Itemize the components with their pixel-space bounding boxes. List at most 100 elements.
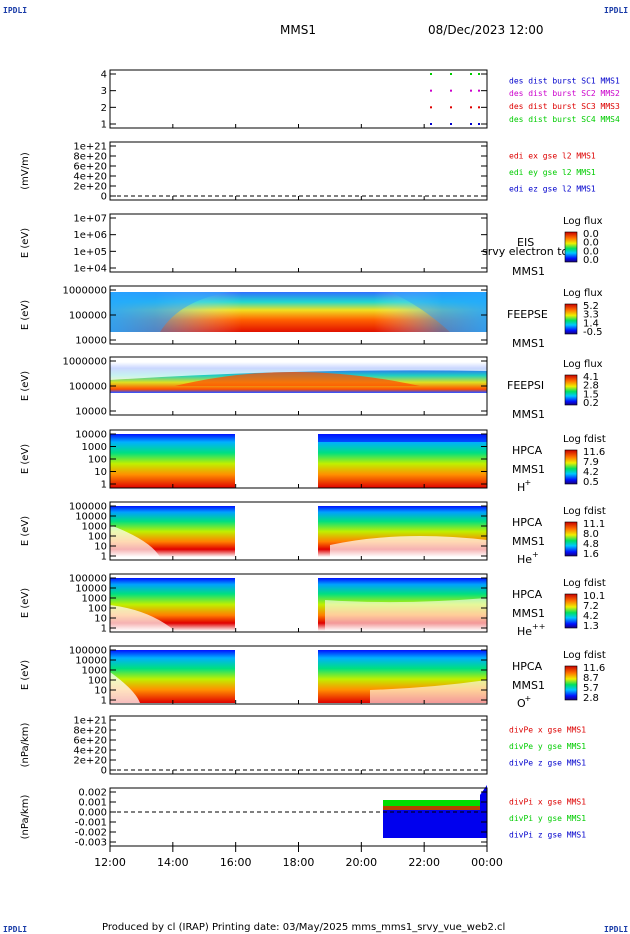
colorbar-label-hpca_o: 2.8 bbox=[583, 693, 599, 704]
ytick-label-feepse: 1000000 bbox=[62, 286, 107, 297]
ytick-label-hpca_he: 10 bbox=[94, 542, 107, 553]
colorbar-label-eis: 0.0 bbox=[583, 255, 599, 266]
ytick-label-burst: 4 bbox=[101, 70, 107, 81]
burst-marker bbox=[430, 123, 432, 125]
ytick-label-dpi: 0.002 bbox=[78, 788, 107, 799]
xtick-label: 14:00 bbox=[157, 856, 189, 869]
colorbar-label-hpca_he2: 7.2 bbox=[583, 601, 599, 612]
ytick-label-efield: 2e+20 bbox=[73, 182, 107, 193]
burst-marker bbox=[478, 106, 480, 109]
ytick-label-hpca_o: 100000 bbox=[69, 646, 107, 657]
charge-label-hpca_o: + bbox=[525, 694, 532, 703]
colorbar-label-eis: 0.0 bbox=[583, 246, 599, 257]
panel-frame-dpe bbox=[109, 715, 488, 775]
ytick-label-dpe: 2e+20 bbox=[73, 756, 107, 767]
burst-marker bbox=[478, 89, 480, 92]
colorbar-title-feepsi: Log flux bbox=[563, 359, 603, 370]
ytick-label-dpe: 0 bbox=[101, 766, 107, 777]
ytick-label-eis: 1e+07 bbox=[73, 214, 107, 225]
colorbar-label-feepsi: 1.5 bbox=[583, 389, 599, 400]
colorbar-title-feepse: Log flux bbox=[563, 288, 603, 299]
ylabel-feepse: E (eV) bbox=[20, 300, 31, 330]
colorbar-label-hpca_he: 4.8 bbox=[583, 539, 599, 550]
ytick-label-dpi: -0.002 bbox=[75, 828, 107, 839]
ytick-label-feepsi: 1000000 bbox=[62, 357, 107, 368]
ytick-label-burst: 2 bbox=[101, 103, 107, 114]
burst-marker bbox=[470, 123, 472, 125]
burst-marker bbox=[470, 106, 472, 109]
legend-entry-burst: des dist burst SC2 MMS2 bbox=[509, 89, 620, 98]
xtick-label: 00:00 bbox=[471, 856, 503, 869]
instrument-label-feepse: FEEPSE bbox=[507, 308, 548, 321]
ytick-label-hpca_o: 10 bbox=[94, 686, 107, 697]
ytick-label-hpca_o: 1000 bbox=[82, 666, 107, 677]
ytick-label-hpca_he: 1000 bbox=[82, 522, 107, 533]
colorbar-feepse bbox=[564, 303, 578, 335]
colorbar-title-hpca_he2: Log fdist bbox=[563, 578, 606, 589]
spacecraft-label-hpca_h: MMS1 bbox=[512, 463, 545, 476]
corner-label-bl: IPDLI bbox=[3, 925, 27, 934]
colorbar-label-hpca_he2: 4.2 bbox=[583, 611, 599, 622]
ytick-label-burst: 1 bbox=[101, 120, 107, 131]
charge-label-hpca_he: + bbox=[532, 550, 539, 559]
colorbar-feepsi bbox=[564, 374, 578, 406]
ytick-label-feepsi: 100000 bbox=[69, 382, 107, 393]
ytick-label-hpca_he: 10000 bbox=[75, 512, 107, 523]
ytick-label-eis: 1e+05 bbox=[73, 247, 107, 258]
instrument-label-hpca_h: HPCA bbox=[512, 444, 543, 457]
corner-label-tl: IPDLI bbox=[3, 6, 27, 15]
panel-frame-eis bbox=[109, 213, 488, 273]
spectrogram-imagery bbox=[110, 292, 487, 838]
legend-entry-dpi: divPi z gse MMS1 bbox=[509, 830, 586, 839]
ylabel-dpi: (nPa/km) bbox=[20, 795, 31, 840]
ytick-label-efield: 8e+20 bbox=[73, 152, 107, 163]
ytick-label-hpca_he: 100 bbox=[88, 532, 107, 543]
colorbar-hpca_he bbox=[564, 521, 578, 557]
colorbar-eis bbox=[564, 231, 578, 263]
ytick-label-eis: 1e+04 bbox=[73, 264, 107, 275]
xtick-label: 20:00 bbox=[345, 856, 377, 869]
species-label-hpca_he2: He bbox=[517, 625, 532, 638]
instrument-label-eis: EIS bbox=[517, 236, 534, 249]
spacecraft-label-feepsi: MMS1 bbox=[512, 408, 545, 421]
ytick-label-efield: 6e+20 bbox=[73, 162, 107, 173]
colorbar-label-eis: 0.0 bbox=[583, 229, 599, 240]
ytick-label-dpi: -0.001 bbox=[75, 818, 107, 829]
xtick-label: 12:00 bbox=[94, 856, 126, 869]
ytick-label-hpca_h: 10000 bbox=[75, 430, 107, 441]
ytick-label-hpca_he: 100000 bbox=[69, 502, 107, 513]
burst-marker bbox=[450, 106, 452, 109]
ytick-label-feepse: 100000 bbox=[69, 311, 107, 322]
colorbar-hpca_o bbox=[564, 665, 578, 701]
charge-label-hpca_he2: ++ bbox=[532, 622, 545, 631]
spacecraft-label-feepse: MMS1 bbox=[512, 337, 545, 350]
ytick-label-efield: 4e+20 bbox=[73, 172, 107, 183]
ytick-label-hpca_he2: 1000 bbox=[82, 594, 107, 605]
ytick-label-dpe: 1e+21 bbox=[73, 716, 107, 727]
burst-marker bbox=[478, 123, 480, 125]
legend-entry-dpi: divPi y gse MMS1 bbox=[509, 814, 586, 823]
colorbar-label-feepse: 3.3 bbox=[583, 310, 599, 321]
ytick-label-hpca_he2: 100 bbox=[88, 604, 107, 615]
burst-marker bbox=[450, 89, 452, 92]
colorbar-label-hpca_he2: 10.1 bbox=[583, 591, 605, 602]
ylabel-efield: (mV/m) bbox=[20, 152, 31, 190]
legend-entry-burst: des dist burst SC1 MMS1 bbox=[509, 76, 620, 85]
ytick-label-hpca_he2: 1 bbox=[101, 624, 107, 635]
corner-label-tr: IPDLI bbox=[604, 6, 628, 15]
panel-frame-efield bbox=[109, 141, 488, 201]
date-title: 08/Dec/2023 12:00 bbox=[428, 23, 544, 37]
panel-frame-burst bbox=[109, 69, 488, 129]
ytick-label-efield: 0 bbox=[101, 192, 107, 203]
colorbar-hpca_he2 bbox=[564, 593, 578, 629]
colorbar-label-hpca_he2: 1.3 bbox=[583, 621, 599, 632]
burst-marker bbox=[450, 73, 452, 75]
instrument-label-hpca_o: HPCA bbox=[512, 660, 543, 673]
colorbar-title-hpca_he: Log fdist bbox=[563, 506, 606, 517]
ytick-label-dpe: 8e+20 bbox=[73, 726, 107, 737]
ylabel-dpe: (nPa/km) bbox=[20, 723, 31, 768]
ylabel-feepsi: E (eV) bbox=[20, 371, 31, 401]
colorbar-hpca_h bbox=[564, 449, 578, 485]
charge-label-hpca_h: + bbox=[525, 478, 532, 487]
